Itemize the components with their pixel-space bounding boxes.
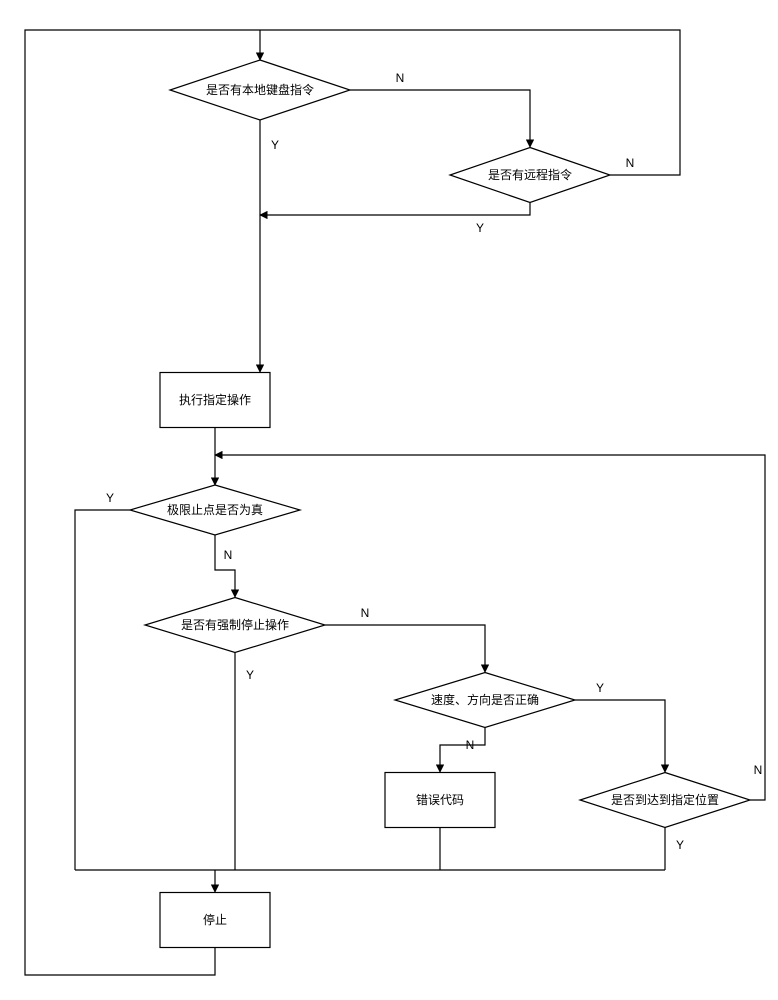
edge-d3-y: [75, 510, 130, 870]
node-label-p1: 执行指定操作: [179, 392, 251, 407]
node-label-d4: 是否有强制停止操作: [181, 617, 289, 632]
edge-label-d5-y-d6: Y: [596, 681, 604, 695]
edge-label-d4-n-d5: N: [361, 606, 370, 620]
node-label-d3: 极限止点是否为真: [167, 503, 263, 517]
edge-label-d1-n-d2: N: [396, 71, 405, 85]
node-label-p3: 停止: [203, 912, 227, 927]
edge-d1-n-d2: [350, 90, 530, 147]
node-label-d5: 速度、方向是否正确: [431, 692, 539, 707]
edge-label-d2-y: Y: [476, 221, 484, 235]
node-label-d2: 是否有远程指令: [488, 167, 572, 182]
edge-d2-n-up: [260, 30, 680, 175]
edge-label-d3-n-d4: N: [224, 548, 233, 562]
edge-label-d2-n-up: N: [626, 156, 635, 170]
edge-d5-n-p2: [440, 727, 485, 772]
edge-d4-n-d5: [325, 625, 485, 672]
node-label-d6: 是否到达到指定位置: [611, 792, 719, 807]
edge-label-d4-y: Y: [246, 668, 254, 682]
edge-label-d3-y: Y: [106, 491, 114, 505]
edge-d2-y: [260, 202, 530, 215]
edge-label-d1-y: Y: [271, 138, 279, 152]
edge-label-d5-n-p2: N: [466, 738, 475, 752]
node-label-p2: 错误代码: [416, 793, 464, 807]
edge-d3-n-d4: [215, 535, 235, 597]
edge-d5-y-d6: [575, 700, 665, 772]
node-label-d1: 是否有本地键盘指令: [206, 82, 314, 97]
edge-label-d6-n-loop: N: [754, 763, 763, 777]
edge-label-d6-y: Y: [676, 838, 684, 852]
flowchart-canvas: N Y N Y Y N Y N N Y N Y 是否有本地键盘指令是否有远程指令执行指定操作极限止点是否…: [0, 0, 778, 1000]
